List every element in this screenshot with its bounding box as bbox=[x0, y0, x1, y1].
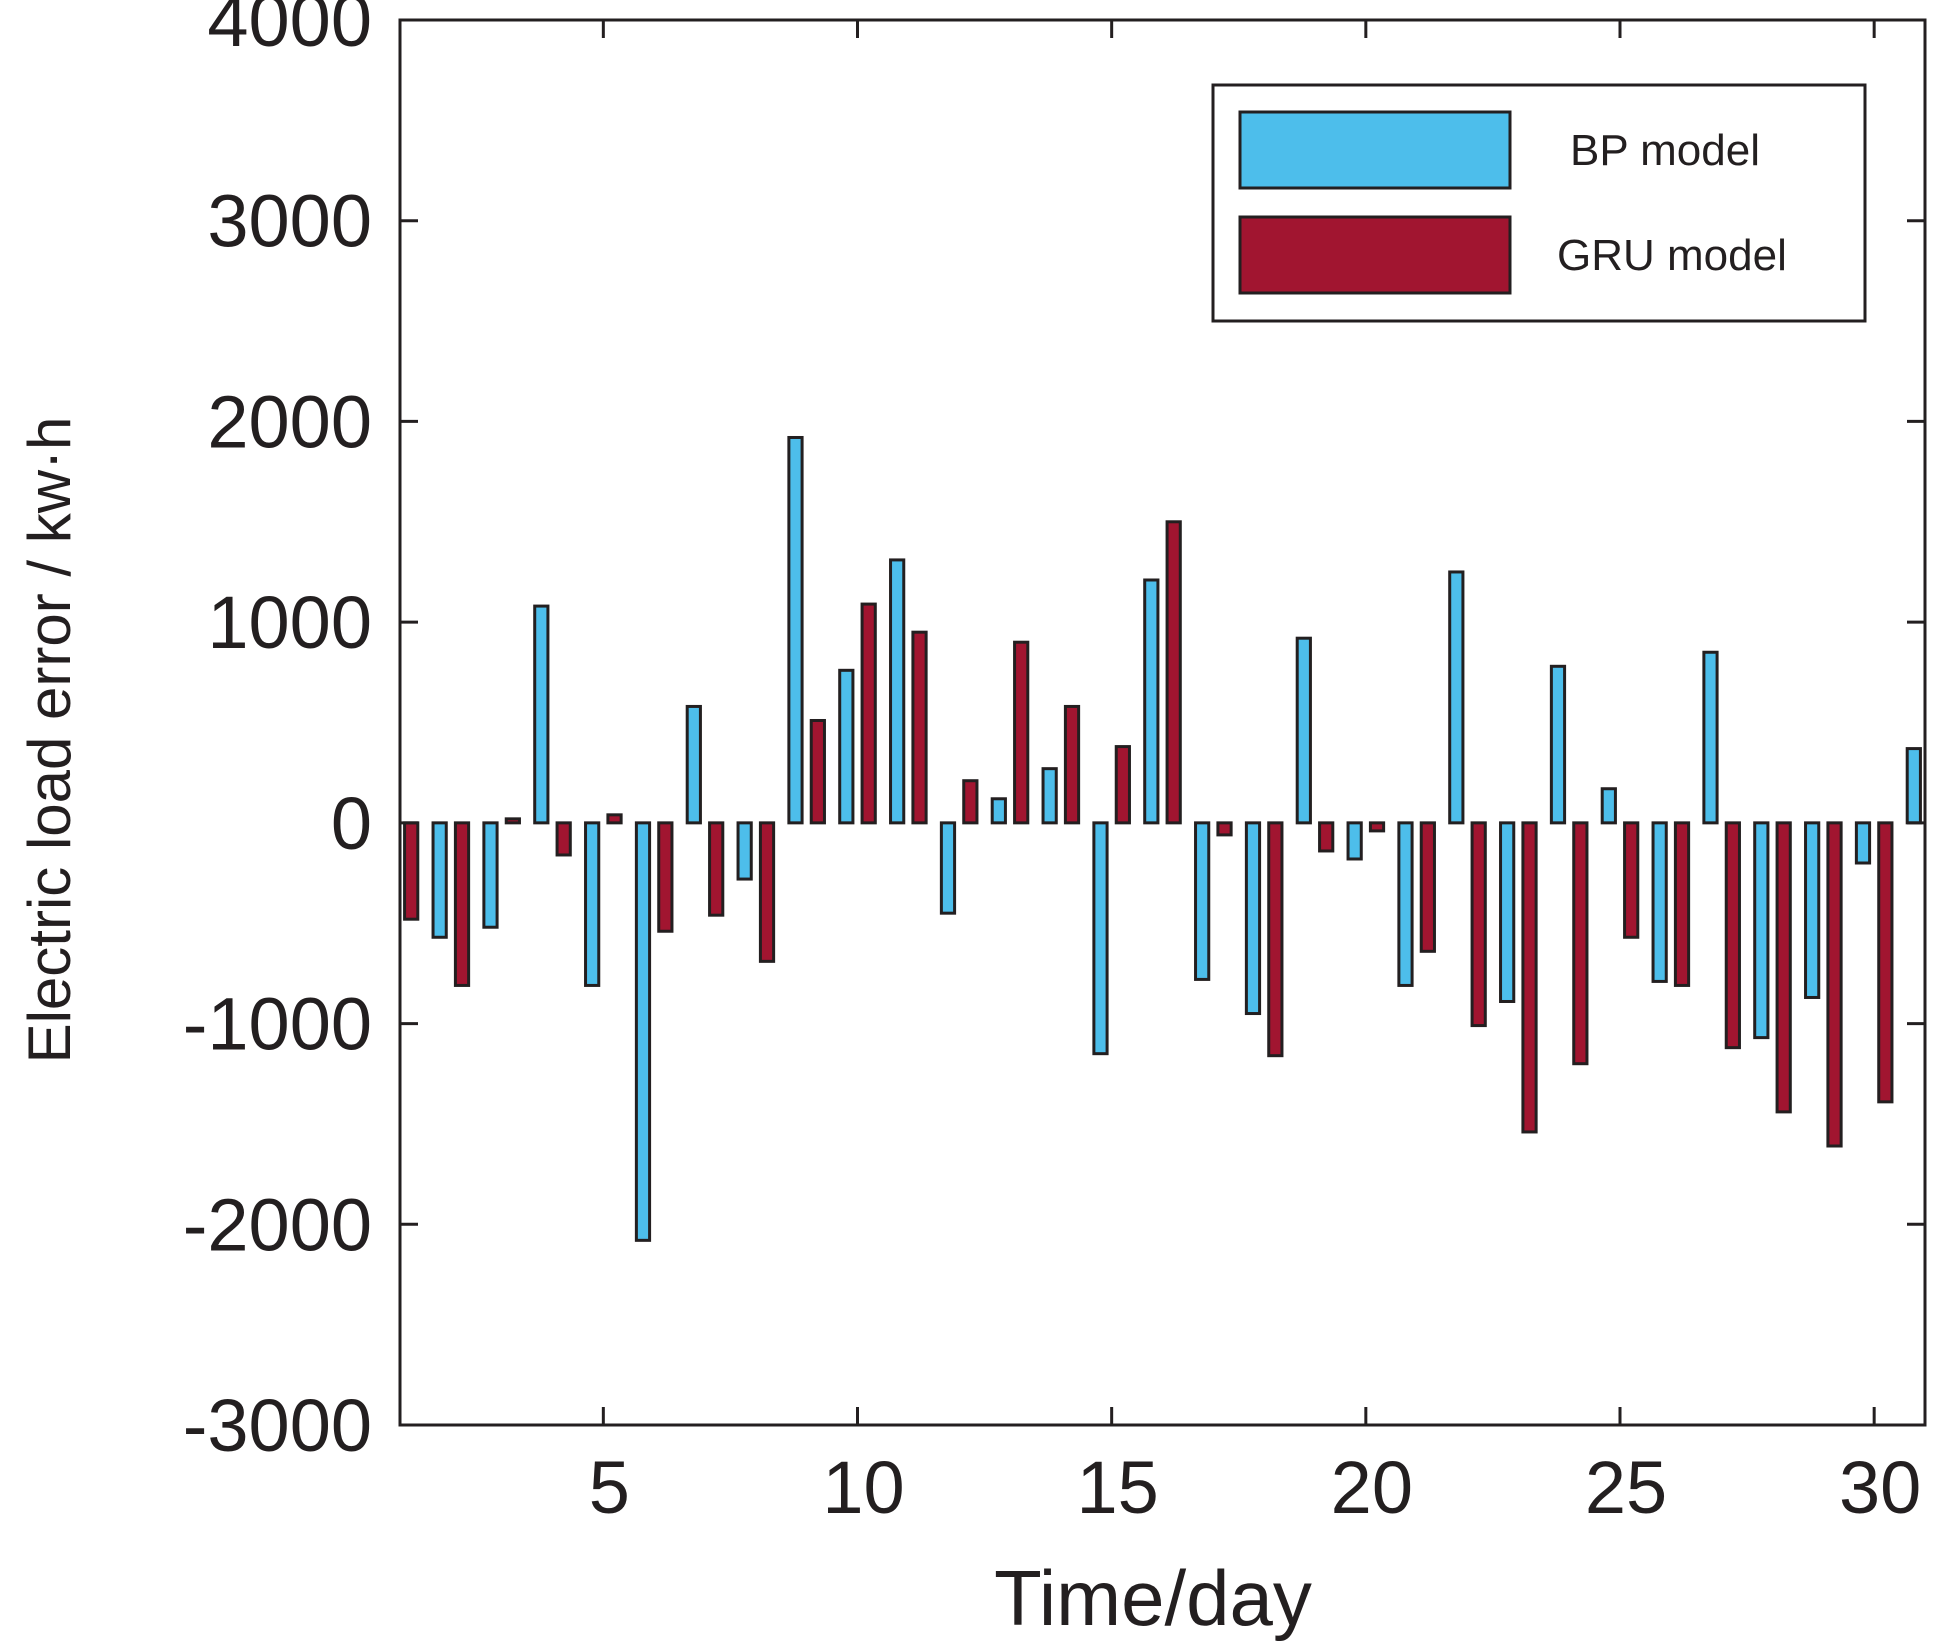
bp-bar-day-15 bbox=[1092, 821, 1109, 1056]
bp-bar-day-30 bbox=[1854, 821, 1872, 865]
legend-swatch-bp bbox=[1238, 110, 1512, 190]
y-tick-label: -1000 bbox=[183, 983, 372, 1066]
gru-bar-day-27 bbox=[1724, 821, 1741, 1050]
gru-bar-day-22 bbox=[1470, 821, 1487, 1028]
gru-bar-day-9 bbox=[809, 718, 826, 825]
x-tick-label: 5 bbox=[589, 1446, 630, 1529]
gru-bar-day-13 bbox=[1013, 640, 1030, 825]
gru-bar-day-25 bbox=[1623, 821, 1640, 939]
gru-bar-day-16 bbox=[1165, 520, 1182, 825]
x-tick-label: 10 bbox=[822, 1446, 904, 1529]
gru-bar-day-7 bbox=[708, 821, 725, 917]
gru-bar-day-29 bbox=[1826, 821, 1843, 1148]
bars-group bbox=[403, 435, 1922, 1242]
y-tick-label: -3000 bbox=[183, 1384, 372, 1467]
bp-bar-day-4 bbox=[533, 604, 550, 825]
gru-bar-day-23 bbox=[1521, 821, 1538, 1134]
gru-bar-day-2 bbox=[453, 821, 471, 987]
bp-bar-day-23 bbox=[1499, 821, 1516, 1003]
gru-bar-day-12 bbox=[962, 779, 979, 825]
bp-bar-day-29 bbox=[1804, 821, 1821, 999]
bp-bar-day-9 bbox=[787, 435, 804, 825]
y-tick-label: 3000 bbox=[207, 180, 372, 263]
gru-bar-day-30 bbox=[1877, 821, 1894, 1104]
legend-label-gru: GRU model bbox=[1557, 231, 1787, 280]
bp-bar-day-8 bbox=[736, 821, 753, 881]
x-axis-title: Time/day bbox=[994, 1554, 1312, 1642]
gru-bar-day-26 bbox=[1673, 821, 1691, 987]
legend-label-bp: BP model bbox=[1570, 126, 1760, 175]
x-tick-label: 25 bbox=[1585, 1446, 1667, 1529]
y-tick-label: 1000 bbox=[207, 581, 372, 664]
bp-bar-day-6 bbox=[634, 821, 652, 1242]
bp-bar-day-20 bbox=[1346, 821, 1363, 861]
gru-bar-day-4 bbox=[555, 821, 572, 857]
gru-bar-day-24 bbox=[1572, 821, 1589, 1066]
gru-bar-day-15 bbox=[1114, 745, 1131, 825]
gru-bar-day-14 bbox=[1063, 704, 1081, 825]
gru-bar-day-6 bbox=[657, 821, 674, 933]
bp-bar-day-11 bbox=[889, 558, 906, 825]
gru-bar-day-3 bbox=[504, 817, 521, 825]
gru-bar-day-10 bbox=[860, 602, 877, 825]
bp-bar-day-7 bbox=[685, 704, 702, 825]
gru-bar-day-8 bbox=[758, 821, 776, 963]
gru-bar-day-28 bbox=[1775, 821, 1792, 1114]
gru-bar-day-1 bbox=[403, 821, 420, 921]
gru-bar-day-21 bbox=[1419, 821, 1436, 953]
bp-bar-day-22 bbox=[1448, 570, 1465, 825]
bp-bar-day-19 bbox=[1295, 636, 1312, 825]
x-tick-label: 30 bbox=[1839, 1446, 1921, 1529]
bp-bar-day-12 bbox=[939, 821, 957, 915]
y-tick-label: 0 bbox=[331, 782, 372, 865]
y-tick-label: 4000 bbox=[207, 0, 372, 62]
bp-bar-day-25 bbox=[1600, 787, 1617, 825]
gru-bar-day-18 bbox=[1267, 821, 1284, 1058]
y-tick-label: -2000 bbox=[183, 1183, 372, 1266]
gru-bar-day-19 bbox=[1318, 821, 1335, 853]
bp-bar-day-10 bbox=[838, 668, 855, 825]
x-tick-label: 20 bbox=[1331, 1446, 1413, 1529]
ticks-group bbox=[400, 18, 1925, 1427]
bp-bar-day-2 bbox=[431, 821, 448, 939]
tick-labels-group: -3000 -2000 -1000 0 1000 2000 3000 4000 5 10 15 20 2… bbox=[183, 0, 1922, 1529]
legend: BP model GRU model bbox=[1211, 83, 1867, 323]
x-tick-label: 15 bbox=[1077, 1446, 1159, 1529]
bp-bar-day-26 bbox=[1651, 821, 1668, 983]
bp-bar-day-13 bbox=[990, 797, 1007, 825]
bp-bar-day-16 bbox=[1143, 578, 1160, 825]
bp-bar-day-18 bbox=[1244, 821, 1262, 1016]
bp-bar-day-14 bbox=[1041, 767, 1058, 825]
bp-bar-day-21 bbox=[1397, 821, 1414, 987]
gru-bar-day-20 bbox=[1368, 821, 1386, 833]
bp-bar-day-17 bbox=[1194, 821, 1211, 981]
bp-bar-day-24 bbox=[1549, 664, 1567, 825]
bp-bar-day-3 bbox=[482, 821, 499, 929]
gru-bar-day-17 bbox=[1216, 821, 1233, 837]
y-axis-title: Electric load error / kw·h bbox=[16, 417, 83, 1064]
bp-bar-day-28 bbox=[1753, 821, 1770, 1040]
bp-bar-day-5 bbox=[584, 821, 601, 987]
legend-swatch-gru bbox=[1238, 215, 1512, 295]
gru-bar-day-11 bbox=[911, 630, 928, 825]
bp-bar-day-27 bbox=[1702, 650, 1719, 825]
plot-frame bbox=[398, 18, 1927, 1427]
gru-bar-day-5 bbox=[606, 813, 623, 825]
bp-bar-day-31 bbox=[1905, 747, 1922, 825]
y-tick-label: 2000 bbox=[207, 380, 372, 463]
